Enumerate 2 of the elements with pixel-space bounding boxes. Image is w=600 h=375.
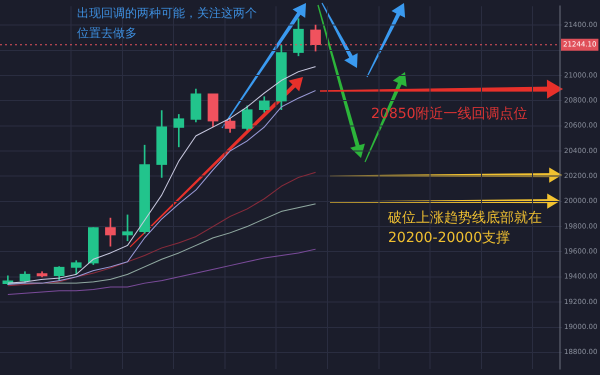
text: 破位上涨趋势线底部就在20200-20000支撑 xyxy=(388,209,543,248)
annotation: 出现回调的两种可能，关注这两个位置去做多 xyxy=(77,5,258,42)
